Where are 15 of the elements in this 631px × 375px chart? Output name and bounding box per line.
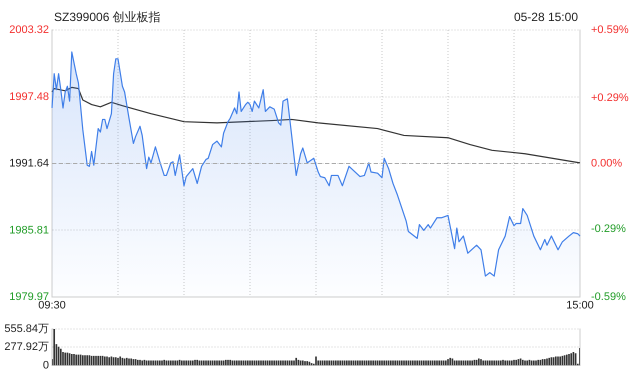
y-tick-label: 277.92万 <box>4 341 49 354</box>
y-tick-label: 1991.64 <box>9 158 49 170</box>
chart-title: SZ399006 创业板指 <box>54 10 161 24</box>
y2-tick-label: -0.29% <box>591 223 626 236</box>
x-tick-label: 15:00 <box>566 300 594 312</box>
y-tick-label: 2003.32 <box>9 24 49 36</box>
y2-tick-label: +0.29% <box>591 92 629 104</box>
y-tick-label: 1985.81 <box>9 224 49 236</box>
y2-tick-label: 0.00% <box>591 158 622 170</box>
y-tick-label: 555.84万 <box>4 323 49 336</box>
text: 05-28 15:00 <box>514 10 578 24</box>
x-tick-label: 09:30 <box>38 300 66 312</box>
y-tick-label: 1997.48 <box>9 90 49 103</box>
y-tick-label: 0 <box>42 359 49 372</box>
y2-tick-label: +0.59% <box>591 24 629 36</box>
